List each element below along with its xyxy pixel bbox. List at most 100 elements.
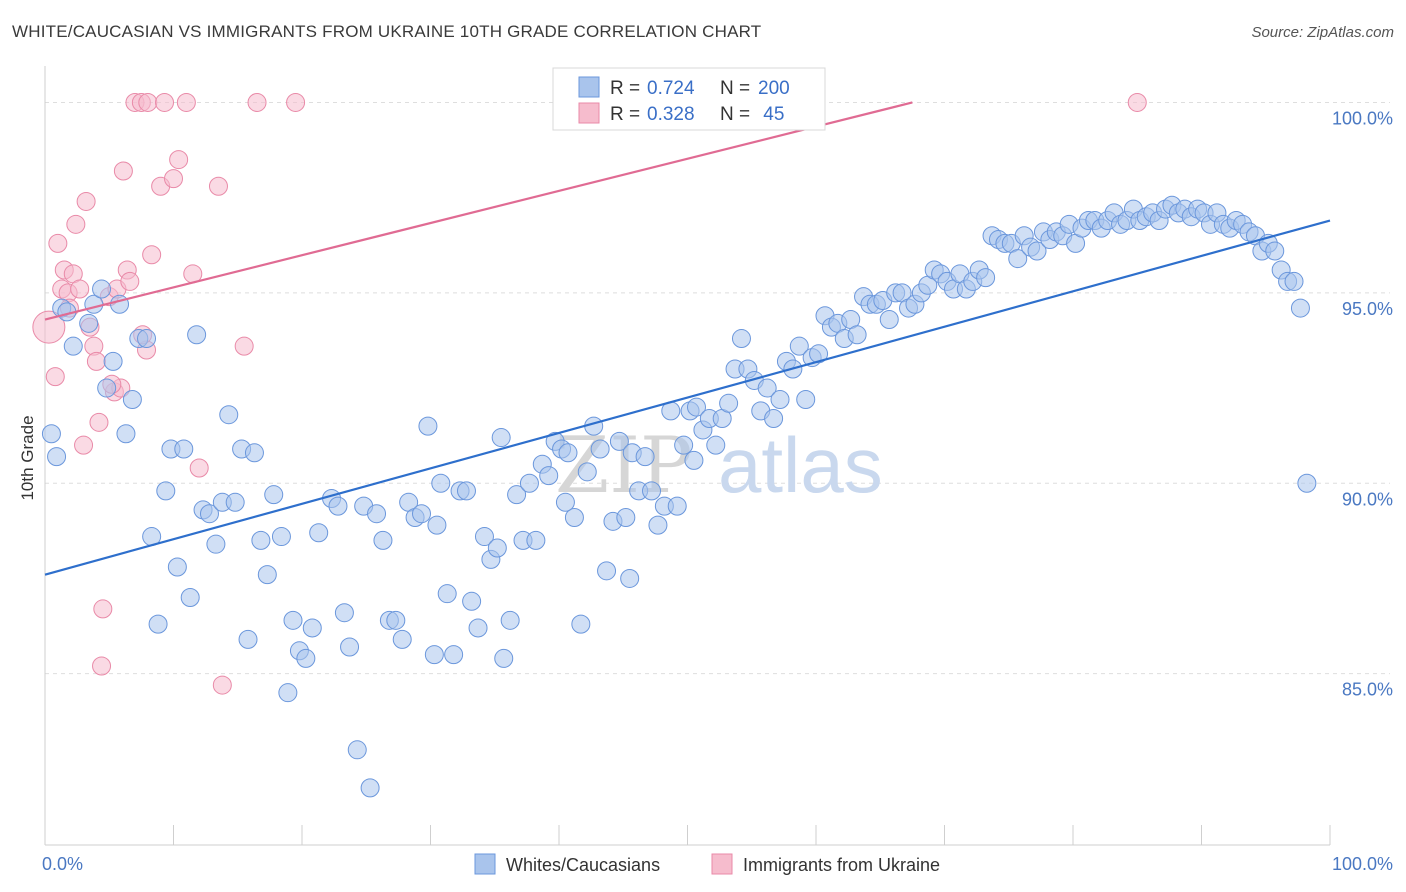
trend-lines — [44, 101, 1331, 576]
whites-point — [487, 538, 507, 558]
ukraine-point — [89, 412, 109, 432]
whites-point — [180, 587, 200, 607]
whites-point — [122, 389, 142, 409]
whites-point — [648, 515, 668, 535]
y-axis-label: 10th Grade — [18, 415, 37, 500]
whites-point — [97, 378, 117, 398]
ukraine-trend-line — [44, 101, 913, 321]
ukraine-point — [74, 435, 94, 455]
whites-point — [424, 645, 444, 665]
whites-point — [764, 409, 784, 429]
whites-point — [47, 447, 67, 467]
series-ukraine-points — [32, 92, 1147, 695]
whites-point — [174, 439, 194, 459]
ukraine-point — [1127, 92, 1147, 112]
whites-point — [309, 523, 329, 543]
whites-point — [507, 485, 527, 505]
legend-r-value-1: 0.724 — [647, 78, 695, 99]
whites-point — [609, 431, 629, 451]
whites-point — [620, 568, 640, 588]
whites-point — [558, 443, 578, 463]
whites-point — [456, 481, 476, 501]
legend-r-value-2: 0.328 — [647, 104, 695, 125]
whites-point — [412, 504, 432, 524]
whites-point — [225, 492, 245, 512]
ukraine-point — [176, 92, 196, 112]
whites-point — [597, 561, 617, 581]
whites-point — [392, 629, 412, 649]
legend-r-label-1: R = — [610, 78, 640, 99]
whites-point — [302, 618, 322, 638]
source-label: Source: ZipAtlas.com — [1251, 24, 1394, 41]
whites-point — [847, 325, 867, 345]
whites-point — [148, 614, 168, 634]
ukraine-point — [120, 271, 140, 291]
whites-point — [474, 527, 494, 547]
whites-point — [367, 504, 387, 524]
whites-point — [444, 645, 464, 665]
y-tick-label: 95.0% — [1342, 299, 1393, 319]
ukraine-point — [247, 92, 267, 112]
ukraine-point — [45, 367, 65, 387]
whites-point — [770, 389, 790, 409]
ukraine-point — [189, 458, 209, 478]
stats-legend: R = 0.724 N = 200 R = 0.328 N = 45 — [552, 67, 826, 131]
whites-point — [796, 389, 816, 409]
watermark: ZIP atlas — [555, 421, 883, 511]
whites-point — [1027, 241, 1047, 261]
whites-point — [674, 435, 694, 455]
whites-point — [437, 584, 457, 604]
ukraine-point — [66, 214, 86, 234]
whites-point — [347, 740, 367, 760]
whites-point — [283, 610, 303, 630]
whites-point — [187, 325, 207, 345]
whites-point — [519, 473, 539, 493]
whites-point — [667, 496, 687, 516]
whites-point — [63, 336, 83, 356]
whites-point — [1297, 473, 1317, 493]
bottom-legend-label-whites: Whites/Caucasians — [506, 855, 660, 875]
whites-point — [468, 618, 488, 638]
bottom-legend-swatch-blue — [474, 853, 496, 875]
whites-point — [491, 428, 511, 448]
whites-point — [418, 416, 438, 436]
watermark-atlas: atlas — [718, 421, 883, 509]
y-tick-labels: 85.0% 90.0% 95.0% 100.0% — [1332, 108, 1393, 699]
ukraine-point — [234, 336, 254, 356]
legend-swatch-blue — [578, 76, 600, 98]
whites-point — [116, 424, 136, 444]
ukraine-point — [86, 351, 106, 371]
legend-swatch-pink — [578, 102, 600, 124]
whites-point — [976, 268, 996, 288]
whites-point — [296, 648, 316, 668]
ukraine-point — [286, 92, 306, 112]
legend-n-label-2: N = — [720, 104, 750, 125]
whites-point — [1265, 241, 1285, 261]
ukraine-point — [208, 176, 228, 196]
whites-point — [264, 485, 284, 505]
whites-point — [635, 447, 655, 467]
whites-point — [789, 336, 809, 356]
bottom-legend-label-ukraine: Immigrants from Ukraine — [743, 855, 940, 875]
whites-point — [539, 466, 559, 486]
x-tick-labels: 0.0% 100.0% — [42, 854, 1393, 874]
whites-point — [92, 279, 112, 299]
whites-point — [706, 435, 726, 455]
ukraine-point — [164, 169, 183, 189]
x-tick-label-max: 100.0% — [1332, 854, 1393, 874]
axes — [44, 66, 1331, 846]
whites-point — [41, 424, 61, 444]
whites-point — [244, 443, 264, 463]
whites-point — [386, 610, 406, 630]
whites-point — [328, 496, 348, 516]
whites-point — [571, 614, 591, 634]
y-tick-label: 100.0% — [1332, 108, 1393, 128]
whites-point — [809, 344, 829, 364]
legend-n-label-1: N = — [720, 78, 750, 99]
whites-point — [731, 329, 751, 349]
ukraine-point — [155, 92, 175, 112]
whites-point — [167, 557, 187, 577]
whites-point — [590, 439, 610, 459]
ukraine-point — [138, 92, 158, 112]
